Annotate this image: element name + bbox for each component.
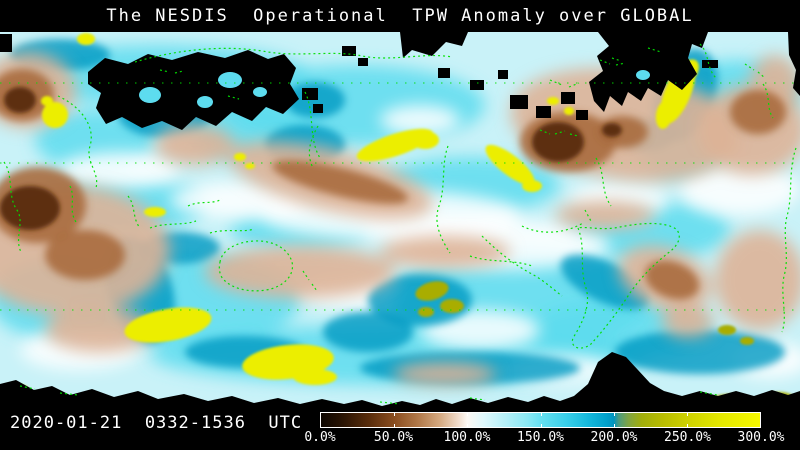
no-data-mask <box>0 32 800 408</box>
colorbar <box>320 412 761 428</box>
colorbar-tick-label: 300.0% <box>737 430 785 445</box>
anomaly-field-dark-brown <box>0 87 622 230</box>
colorbar-tick-label: 150.0% <box>517 430 564 445</box>
latitude-gridlines <box>0 82 800 311</box>
page-title: The NESDIS Operational TPW Anomaly over … <box>106 6 694 26</box>
colorbar-tick-label: 100.0% <box>443 430 491 445</box>
colorbar-tick-label: 50.0% <box>373 430 414 445</box>
colorbar-tick-label: 200.0% <box>590 430 638 445</box>
timestamp: 2020-01-21 0332-1536 UTC <box>10 413 303 433</box>
colorbar-tick-label: 0.0% <box>304 430 336 445</box>
colorbar-tick-labels: 0.0% 50.0% 100.0% 150.0% 200.0% 250.0% 3… <box>304 430 784 446</box>
title-bar: The NESDIS Operational TPW Anomaly over … <box>0 0 800 32</box>
coastlines <box>3 43 797 405</box>
world-map <box>0 32 800 408</box>
colorbar-tick-label: 250.0% <box>664 430 711 445</box>
antarctica-no-data <box>0 352 800 408</box>
